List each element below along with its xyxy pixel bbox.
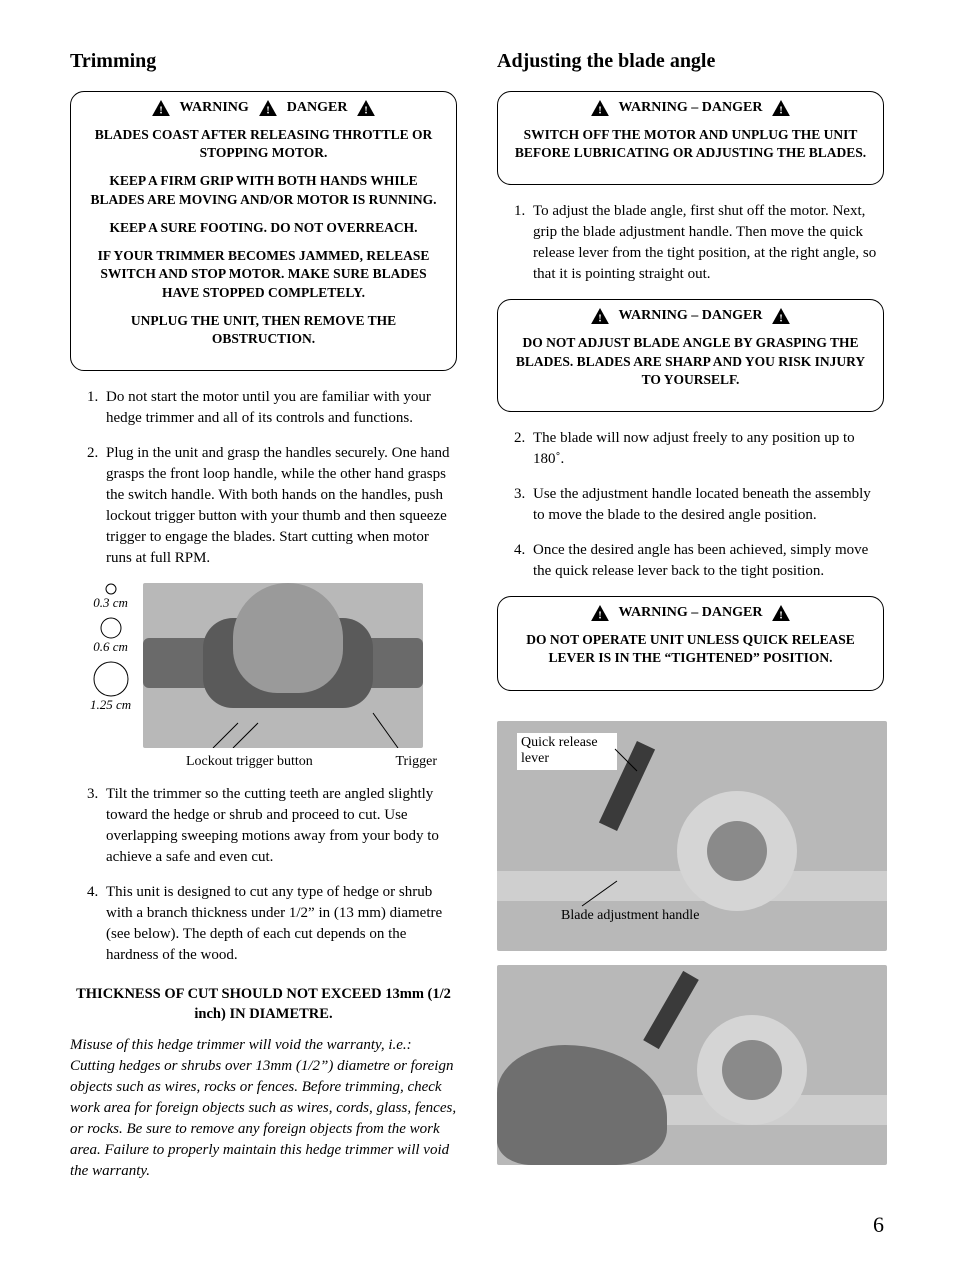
warning-header: ! WARNING – DANGER !: [512, 100, 869, 116]
warning-triangle-icon: !: [772, 308, 790, 324]
warning-label: WARNING: [180, 100, 249, 116]
adjust-steps-b: The blade will now adjust freely to any …: [497, 428, 884, 582]
trimming-warning-box: ! WARNING ! DANGER ! BLADES COAST AFTER …: [70, 91, 457, 371]
circle-icon: [105, 583, 117, 595]
misuse-note: Misuse of this hedge trimmer will void t…: [70, 1035, 457, 1182]
warning-line: BLADES COAST AFTER RELEASING THROTTLE OR…: [85, 126, 442, 162]
circle-icon: [93, 661, 129, 697]
warning-header-text: WARNING – DANGER: [619, 605, 763, 621]
svg-text:!: !: [780, 610, 784, 621]
warning-header: ! WARNING – DANGER !: [512, 308, 869, 324]
two-column-layout: Trimming ! WARNING ! DANGER ! BLADES COA…: [70, 50, 884, 1182]
adjust-warning-1: ! WARNING – DANGER ! SWITCH OFF THE MOTO…: [497, 91, 884, 185]
warning-header-text: WARNING – DANGER: [619, 308, 763, 324]
diagram-row: 0.3 cm 0.6 cm 1.25 cm: [90, 583, 457, 748]
photo-caption-row: Lockout trigger button Trigger: [186, 754, 437, 770]
size-circles: 0.3 cm 0.6 cm 1.25 cm: [90, 583, 131, 713]
circle-icon: [100, 617, 122, 639]
caption-lockout: Lockout trigger button: [186, 754, 313, 770]
svg-text:!: !: [159, 105, 163, 116]
warning-line: UNPLUG THE UNIT, THEN REMOVE THE OBSTRUC…: [85, 312, 442, 348]
callout-lines-icon: [143, 583, 423, 748]
left-column: Trimming ! WARNING ! DANGER ! BLADES COA…: [70, 50, 457, 1182]
adjust-steps-a: To adjust the blade angle, first shut of…: [497, 201, 884, 285]
warning-triangle-icon: !: [591, 100, 609, 116]
svg-text:!: !: [598, 610, 602, 621]
step-item: To adjust the blade angle, first shut of…: [529, 201, 884, 285]
warning-header: ! WARNING ! DANGER !: [85, 100, 442, 116]
svg-text:!: !: [780, 105, 784, 116]
step-item: Tilt the trimmer so the cutting teeth ar…: [102, 784, 457, 868]
svg-text:!: !: [598, 314, 602, 325]
step-item: Use the adjustment handle located beneat…: [529, 484, 884, 526]
circle-label: 0.6 cm: [93, 639, 128, 655]
step-item: This unit is designed to cut any type of…: [102, 882, 457, 966]
step-item: Do not start the motor until you are fam…: [102, 387, 457, 429]
adjustment-photo: [497, 965, 887, 1165]
warning-header-text: WARNING – DANGER: [619, 100, 763, 116]
adjust-warning-3: ! WARNING – DANGER ! DO NOT OPERATE UNIT…: [497, 596, 884, 690]
quick-release-photo: Quick release lever Blade adjustment han…: [497, 721, 887, 951]
trimming-title: Trimming: [70, 50, 457, 73]
warning-triangle-icon: !: [152, 100, 170, 116]
adjust-title: Adjusting the blade angle: [497, 50, 884, 73]
circle-label: 0.3 cm: [93, 595, 128, 611]
warning-triangle-icon: !: [772, 100, 790, 116]
warning-line: KEEP A FIRM GRIP WITH BOTH HANDS WHILE B…: [85, 172, 442, 208]
adjust-warning-2: ! WARNING – DANGER ! DO NOT ADJUST BLADE…: [497, 299, 884, 412]
warning-triangle-icon: !: [357, 100, 375, 116]
caption-trigger: Trigger: [396, 754, 438, 770]
warning-triangle-icon: !: [591, 308, 609, 324]
trigger-photo: [143, 583, 423, 748]
step-item: The blade will now adjust freely to any …: [529, 428, 884, 470]
warning-line: IF YOUR TRIMMER BECOMES JAMMED, RELEASE …: [85, 247, 442, 302]
right-column: Adjusting the blade angle ! WARNING – DA…: [497, 50, 884, 1182]
thickness-note: THICKNESS OF CUT SHOULD NOT EXCEED 13mm …: [70, 984, 457, 1025]
svg-text:!: !: [598, 105, 602, 116]
circle-label: 1.25 cm: [90, 697, 131, 713]
warning-line: SWITCH OFF THE MOTOR AND UNPLUG THE UNIT…: [512, 126, 869, 162]
svg-text:!: !: [365, 105, 369, 116]
step-item: Plug in the unit and grasp the handles s…: [102, 443, 457, 569]
trimming-steps-b: Tilt the trimmer so the cutting teeth ar…: [70, 784, 457, 966]
warning-header: ! WARNING – DANGER !: [512, 605, 869, 621]
warning-line: DO NOT OPERATE UNIT UNLESS QUICK RELEASE…: [512, 631, 869, 667]
step-item: Once the desired angle has been achieved…: [529, 540, 884, 582]
warning-line: KEEP A SURE FOOTING. DO NOT OVERREACH.: [85, 219, 442, 237]
svg-text:!: !: [780, 314, 784, 325]
page-number: 6: [70, 1212, 884, 1238]
warning-triangle-icon: !: [591, 605, 609, 621]
warning-triangle-icon: !: [259, 100, 277, 116]
warning-line: DO NOT ADJUST BLADE ANGLE BY GRASPING TH…: [512, 334, 869, 389]
svg-text:!: !: [266, 105, 270, 116]
warning-triangle-icon: !: [772, 605, 790, 621]
callout-lines-icon: [497, 721, 887, 951]
danger-label: DANGER: [287, 100, 348, 116]
trimming-steps-a: Do not start the motor until you are fam…: [70, 387, 457, 569]
